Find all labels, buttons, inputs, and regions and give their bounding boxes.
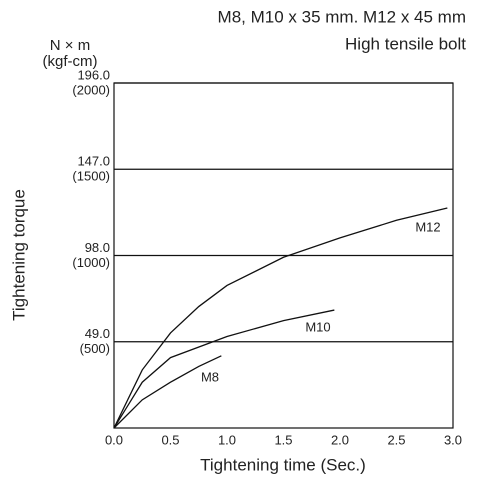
x-tick-label: 0.5 <box>161 432 179 447</box>
y2-tick-label: (500) <box>80 341 110 356</box>
x-tick-label: 2.0 <box>331 432 349 447</box>
x-tick-label: 1.0 <box>218 432 236 447</box>
chart-subtitle: High tensile bolt <box>345 34 466 53</box>
x-axis-label: Tightening time (Sec.) <box>200 455 366 474</box>
series-label: M10 <box>305 319 330 334</box>
chart-title: M8, M10 x 35 mm. M12 x 45 mm <box>218 7 466 26</box>
x-tick-label: 2.5 <box>387 432 405 447</box>
y2-unit: (kgf-cm) <box>43 53 98 70</box>
y-tick-label: 98.0 <box>85 240 110 255</box>
y2-tick-label: (2000) <box>72 82 110 97</box>
series-label: M8 <box>201 369 219 384</box>
y-axis-label: Tightening torque <box>9 189 28 321</box>
x-tick-label: 3.0 <box>444 432 462 447</box>
x-tick-label: 1.5 <box>274 432 292 447</box>
curve <box>113 309 335 429</box>
curve <box>113 207 448 429</box>
y-tick-label: 147.0 <box>77 154 110 169</box>
y2-tick-label: (1000) <box>72 255 110 270</box>
x-tick-label: 0.0 <box>105 432 123 447</box>
series-label: M12 <box>415 219 440 234</box>
y-unit: N × m <box>50 37 90 54</box>
y2-tick-label: (1500) <box>72 169 110 184</box>
curve <box>113 355 222 429</box>
y-tick-label: 49.0 <box>85 326 110 341</box>
y-tick-label: 196.0 <box>77 67 110 82</box>
